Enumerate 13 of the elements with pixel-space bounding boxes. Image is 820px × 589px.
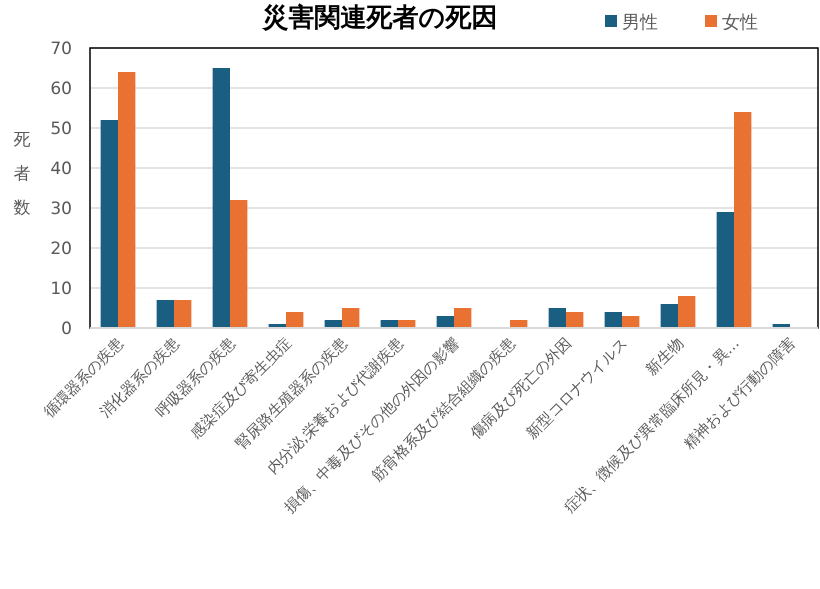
y-tick-label: 70 [50,39,72,59]
y-axis-title: 死者数 [14,130,30,218]
legend-label: 男性 [622,12,658,33]
y-tick-label: 50 [50,119,72,139]
chart-title: 災害関連死者の死因 [262,3,498,33]
y-tick-label: 10 [50,279,72,299]
y-tick-label: 40 [50,159,72,179]
y-tick-label: 20 [50,239,72,259]
y-tick-label: 60 [50,79,72,99]
y-tick-label: 0 [61,319,72,339]
x-tick-label: 新生物 [642,334,687,379]
legend-label: 女性 [722,12,758,33]
y-tick-label: 30 [50,199,72,219]
